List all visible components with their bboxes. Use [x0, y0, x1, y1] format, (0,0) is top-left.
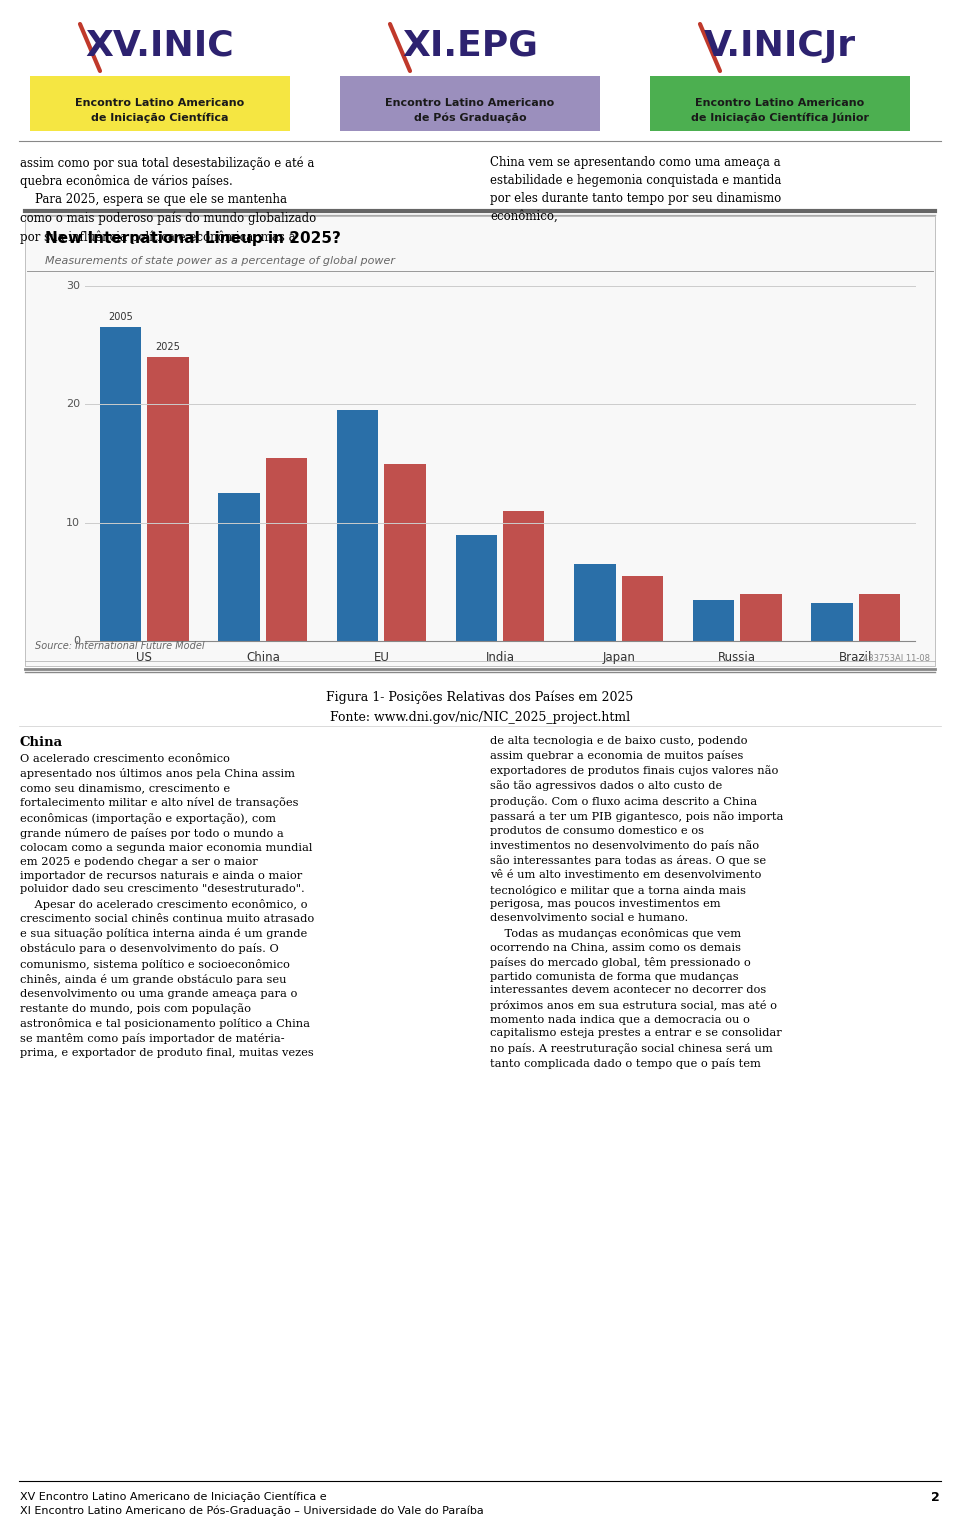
Text: de alta tecnologia e de baixo custo, podendo
assim quebrar a economia de muitos : de alta tecnologia e de baixo custo, pod…: [490, 736, 783, 1069]
Text: XV.INIC: XV.INIC: [85, 29, 234, 63]
Text: China: China: [20, 736, 63, 750]
Text: India: India: [486, 651, 515, 664]
Text: assim como por sua total desestabilização e até a
quebra econômica de vários paí: assim como por sua total desestabilizaçã…: [20, 157, 316, 244]
Text: Measurements of state power as a percentage of global power: Measurements of state power as a percent…: [45, 257, 395, 266]
FancyBboxPatch shape: [621, 576, 663, 641]
Text: Encontro Latino Americano: Encontro Latino Americano: [76, 98, 245, 108]
Text: 30: 30: [66, 281, 80, 290]
Text: 433753AI 11-08: 433753AI 11-08: [863, 654, 930, 664]
Text: 2025: 2025: [156, 343, 180, 352]
Text: China: China: [246, 651, 279, 664]
Text: V.INICJr: V.INICJr: [704, 29, 856, 63]
FancyBboxPatch shape: [650, 75, 910, 131]
FancyBboxPatch shape: [574, 564, 615, 641]
Text: de Pós Graduação: de Pós Graduação: [414, 112, 526, 123]
Text: de Iniciação Científica: de Iniciação Científica: [91, 112, 228, 123]
FancyBboxPatch shape: [858, 594, 900, 641]
Text: de Iniciação Científica Júnior: de Iniciação Científica Júnior: [691, 112, 869, 123]
Text: EU: EU: [373, 651, 390, 664]
FancyBboxPatch shape: [456, 535, 497, 641]
Text: XV Encontro Latino Americano de Iniciação Científica e
XI Encontro Latino Americ: XV Encontro Latino Americano de Iniciaçã…: [20, 1491, 484, 1516]
Text: US: US: [136, 651, 153, 664]
FancyBboxPatch shape: [693, 599, 734, 641]
FancyBboxPatch shape: [100, 327, 141, 641]
FancyBboxPatch shape: [218, 493, 260, 641]
FancyBboxPatch shape: [147, 356, 189, 641]
FancyBboxPatch shape: [811, 604, 852, 641]
FancyBboxPatch shape: [30, 75, 290, 131]
Text: China vem se apresentando como uma ameaça a
estabilidade e hegemonia conquistada: China vem se apresentando como uma ameaç…: [490, 157, 781, 223]
Text: Source: International Future Model: Source: International Future Model: [35, 641, 204, 651]
Text: 0: 0: [73, 636, 80, 647]
Text: 2005: 2005: [108, 312, 132, 323]
FancyBboxPatch shape: [503, 511, 544, 641]
Text: 10: 10: [66, 518, 80, 528]
Text: Encontro Latino Americano: Encontro Latino Americano: [695, 98, 865, 108]
Text: Brazil: Brazil: [839, 651, 873, 664]
FancyBboxPatch shape: [266, 458, 307, 641]
FancyBboxPatch shape: [740, 594, 781, 641]
FancyBboxPatch shape: [25, 217, 935, 667]
Text: XI.EPG: XI.EPG: [402, 29, 538, 63]
FancyBboxPatch shape: [340, 75, 600, 131]
Text: Encontro Latino Americano: Encontro Latino Americano: [385, 98, 555, 108]
Text: O acelerado crescimento econômico
apresentado nos últimos anos pela China assim
: O acelerado crescimento econômico aprese…: [20, 754, 314, 1058]
FancyBboxPatch shape: [384, 464, 426, 641]
FancyBboxPatch shape: [337, 410, 378, 641]
Text: 2: 2: [931, 1491, 940, 1504]
Text: Russia: Russia: [718, 651, 756, 664]
Text: Figura 1- Posições Relativas dos Países em 2025
Fonte: www.dni.gov/nic/NIC_2025_: Figura 1- Posições Relativas dos Países …: [326, 691, 634, 723]
Text: 20: 20: [66, 399, 80, 409]
Text: New International Lineup in 2025?: New International Lineup in 2025?: [45, 230, 341, 246]
Text: Japan: Japan: [602, 651, 635, 664]
